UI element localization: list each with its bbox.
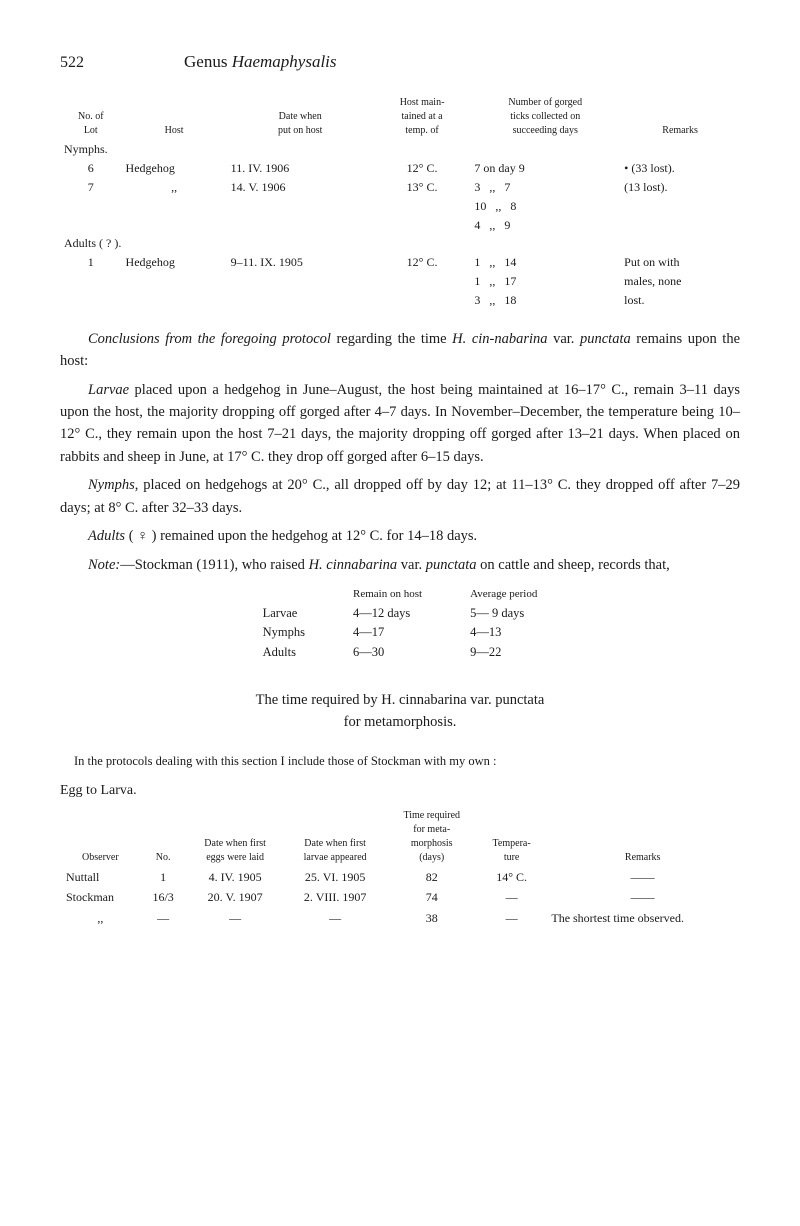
col-temp: Host main- tained at a temp. of	[374, 94, 471, 140]
col-host: Host	[122, 94, 227, 140]
remain-table: Remain on host Average period Larvae 4—1…	[239, 586, 562, 662]
table-row: 6 Hedgehog 11. IV. 1906 12° C. 7 on day …	[60, 159, 740, 178]
col-date-larvae: Date when first larvae appeared	[285, 807, 386, 867]
paragraph-conclusions: Conclusions from the foregoing protocol …	[60, 328, 740, 373]
paragraph-note: Note:—Stockman (1911), who raised H. cin…	[60, 554, 740, 576]
paragraph-larvae: Larvae placed upon a hedgehog in June–Au…	[60, 379, 740, 469]
egg-label: Egg to Larva.	[60, 781, 740, 801]
col-observer: Observer	[60, 807, 141, 867]
heading-line2: for metamorphosis.	[60, 712, 740, 734]
genus-label: Genus	[184, 52, 227, 71]
col-remarks: Remarks	[545, 807, 740, 867]
col-date: Date when put on host	[227, 94, 374, 140]
adults-label: Adults ( ? ).	[60, 234, 740, 253]
table-row: Nuttall 1 4. IV. 1905 25. VI. 1905 82 14…	[60, 867, 740, 888]
remain-h1: Remain on host	[329, 586, 446, 603]
table-row: Nymphs 4—17 4—13	[239, 623, 562, 643]
egg-table: Observer No. Date when first eggs were l…	[60, 807, 740, 929]
col-date-eggs: Date when first eggs were laid	[186, 807, 285, 867]
protocols-line: In the protocols dealing with this secti…	[60, 752, 740, 771]
table-row: 3 ,, 18 lost.	[60, 291, 740, 310]
table-row: ,, — — — 38 — The shortest time observed…	[60, 908, 740, 929]
table-row: 4 ,, 9	[60, 216, 740, 235]
heading-line1: The time required by H. cinnabarina var.…	[60, 690, 740, 712]
col-no: No.	[141, 807, 186, 867]
page-number: 522	[60, 52, 84, 74]
table-row: Larvae 4—12 days 5— 9 days	[239, 604, 562, 624]
section-heading: The time required by H. cinnabarina var.…	[60, 690, 740, 734]
col-remarks: Remarks	[620, 94, 740, 140]
genus-name: Haemaphysalis	[232, 52, 337, 71]
col-lot: No. of Lot	[60, 94, 122, 140]
paragraph-adults: Adults ( ♀ ) remained upon the hedgehog …	[60, 525, 740, 547]
col-ticks: Number of gorged ticks collected on succ…	[470, 94, 620, 140]
table-row: 1 Hedgehog 9–11. IX. 1905 12° C. 1 ,, 14…	[60, 253, 740, 272]
col-time: Time required for meta- morphosis (days)	[386, 807, 478, 867]
table-row: 10 ,, 8	[60, 197, 740, 216]
remain-h2: Average period	[446, 586, 561, 603]
genus-title: Genus Haemaphysalis	[184, 50, 337, 74]
table-row: 7 ,, 14. V. 1906 13° C. 3 ,, 7 (13 lost)…	[60, 178, 740, 197]
paragraph-nymphs: Nymphs, placed on hedgehogs at 20° C., a…	[60, 474, 740, 519]
page-header: 522 Genus Haemaphysalis	[60, 50, 740, 74]
table-row: Adults 6—30 9—22	[239, 643, 562, 663]
col-tempera: Tempera- ture	[478, 807, 546, 867]
nymphs-label: Nymphs.	[60, 140, 740, 159]
observation-table: No. of Lot Host Date when put on host Ho…	[60, 94, 740, 309]
table-row: Stockman 16/3 20. V. 1907 2. VIII. 1907 …	[60, 887, 740, 908]
table-row: 1 ,, 17 males, none	[60, 272, 740, 291]
